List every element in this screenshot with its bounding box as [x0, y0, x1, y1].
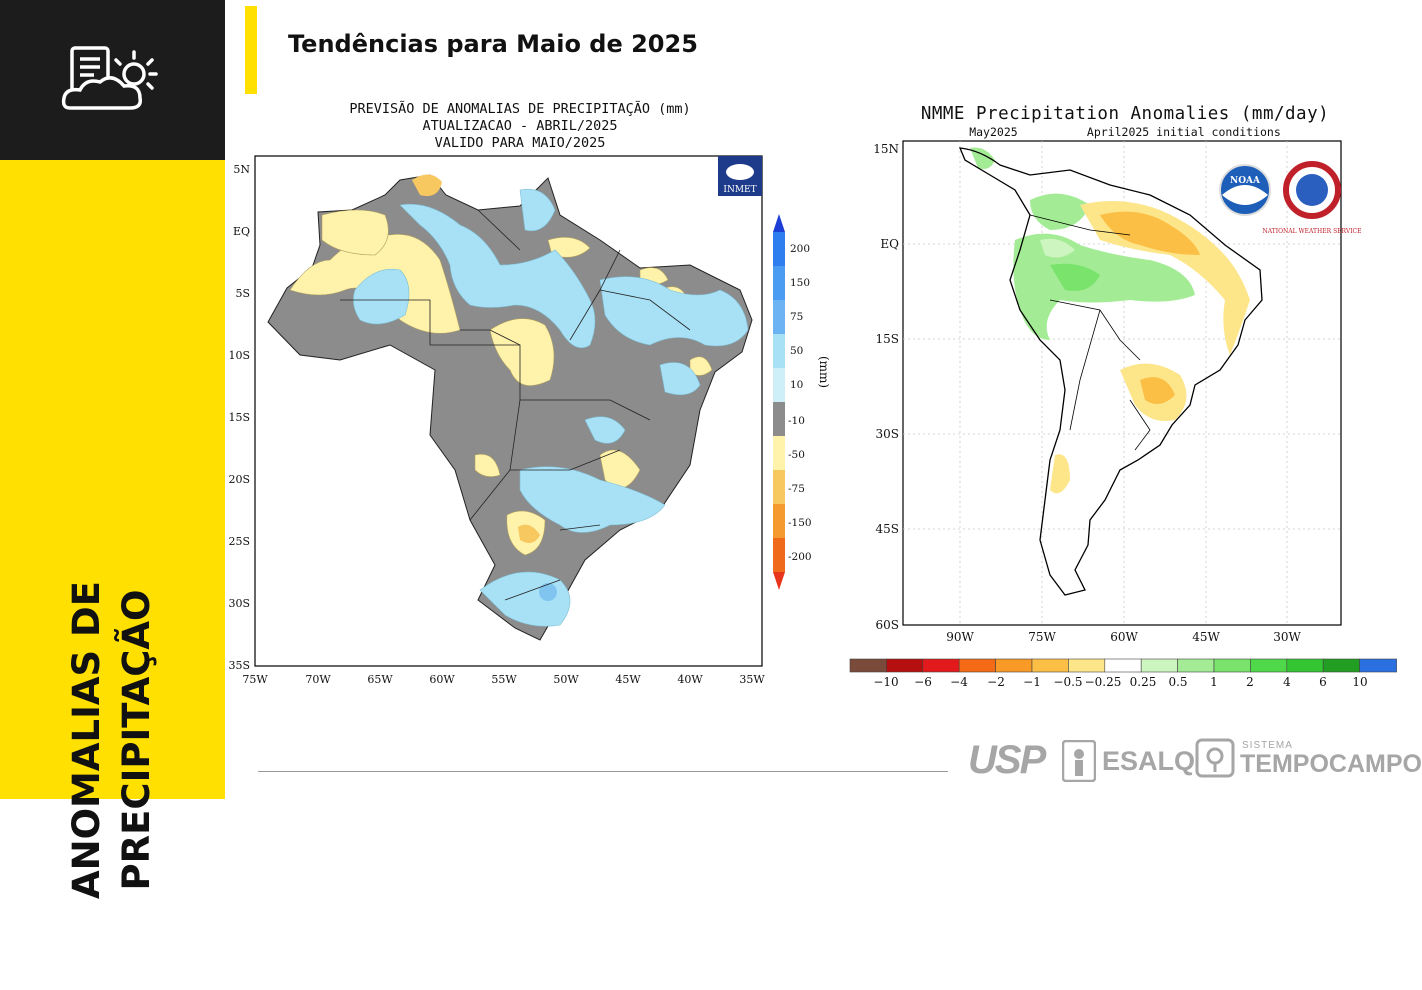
colorbar-label: 6 [1319, 675, 1327, 689]
title-accent-bar [245, 6, 257, 94]
colorbar-unit: (mm) [817, 356, 831, 388]
sidebar-title-panel: ANOMALIAS DE PRECIPITAÇÃO [0, 160, 225, 899]
sidebar-title-line-2: PRECIPITAÇÃO [115, 589, 158, 891]
lon-label: 65W [367, 673, 393, 686]
colorbar-label: 2 [1246, 675, 1254, 689]
colorbar-label: 1 [1210, 675, 1218, 689]
lon-label: 60W [429, 673, 455, 686]
lon-label: 55W [491, 673, 517, 686]
right-map-subtitle-right: April2025 initial conditions [1086, 125, 1281, 139]
left-map-brazil: INMET 5N EQ 5S 10S 15S 20S 25S 30S 35S 7… [228, 155, 831, 686]
colorbar-label: -75 [788, 483, 805, 495]
lat-label: EQ [233, 225, 250, 238]
colorbar-label: 0.25 [1130, 675, 1157, 689]
noaa-logo-text: NOAA [1230, 176, 1261, 186]
colorbar-label: −6 [914, 675, 932, 689]
inmet-logo-text: INMET [723, 185, 756, 195]
lon-label: 45W [1192, 630, 1220, 644]
sidebar-icon-panel [0, 0, 225, 160]
colorbar-label: 50 [790, 345, 803, 357]
lat-label: 5S [235, 287, 250, 300]
colorbar-label: −2 [987, 675, 1005, 689]
colorbar-label: 0.5 [1168, 675, 1187, 689]
left-map-title-line-2: ATUALIZACAO - ABRIL/2025 [422, 118, 618, 134]
left-colorbar: 200 150 75 50 10 -10 -50 -75 -150 -200 (… [773, 214, 831, 590]
page-title: Tendências para Maio de 2025 [288, 30, 698, 58]
right-map-title-text: NMME Precipitation Anomalies (mm/day) [920, 104, 1330, 124]
esalq-crest-icon [1062, 740, 1096, 782]
nws-logo-text: NATIONAL WEATHER SERVICE [1262, 228, 1361, 235]
lat-label: 20S [228, 473, 250, 486]
esalq-logo: ESALQ [1102, 746, 1196, 776]
right-map-subtitle: May2025 April2025 initial conditions [890, 125, 1360, 139]
sidebar-title-line-1: ANOMALIAS DE [65, 581, 108, 900]
left-map-title-line-3: VALIDO PARA MAIO/2025 [434, 135, 606, 151]
lat-label: 15S [876, 332, 900, 346]
lat-label: 25S [228, 535, 250, 548]
lat-label: 5N [233, 163, 250, 176]
sidebar-title: ANOMALIAS DE PRECIPITAÇÃO [62, 490, 162, 990]
right-map-south-america: NOAA NATIONAL WEATHER SERVICE 15N EQ 15S… [849, 140, 1397, 689]
left-map-title: PREVISÃO DE ANOMALIAS DE PRECIPITAÇÃO (m… [300, 101, 740, 152]
colorbar-label: -200 [788, 551, 812, 563]
usp-logo: USP [968, 738, 1046, 782]
lat-label: 30S [228, 597, 250, 610]
tempocampo-logo: TEMPOCAMPO [1240, 750, 1422, 778]
lon-label: 45W [615, 673, 641, 686]
colorbar-label: -50 [788, 449, 805, 461]
footer-divider [258, 771, 948, 772]
colorbar-label: 10 [1352, 675, 1367, 689]
lat-label: 15S [228, 411, 250, 424]
tempocampo-icon [1195, 738, 1235, 778]
colorbar-label: −0.25 [1085, 675, 1122, 689]
lat-label: EQ [880, 237, 899, 251]
lon-label: 75W [1028, 630, 1056, 644]
sistema-label: SISTEMA [1242, 740, 1293, 751]
lon-label: 75W [242, 673, 268, 686]
colorbar-label: −0.5 [1053, 675, 1082, 689]
colorbar-label: -10 [788, 415, 805, 427]
colorbar-label: −4 [950, 675, 968, 689]
colorbar-label: 10 [790, 379, 803, 391]
south-america-outline [958, 147, 1263, 596]
lon-label: 50W [553, 673, 579, 686]
right-map-subtitle-left: May2025 [969, 125, 1018, 139]
lat-label: 35S [228, 659, 250, 672]
lon-label: 35W [739, 673, 765, 686]
colorbar-label: 200 [790, 243, 810, 255]
lon-label: 90W [946, 630, 974, 644]
colorbar-label: -150 [788, 517, 812, 529]
lon-label: 70W [305, 673, 331, 686]
lat-label: 60S [876, 618, 900, 632]
lat-label: 45S [876, 522, 900, 536]
lon-label: 60W [1110, 630, 1138, 644]
right-colorbar [849, 658, 1397, 673]
lon-label: 30W [1273, 630, 1301, 644]
lon-label: 40W [677, 673, 703, 686]
colorbar-label: −10 [873, 675, 898, 689]
weather-report-icon [61, 46, 158, 110]
colorbar-label: 150 [790, 277, 810, 289]
right-map-title: NMME Precipitation Anomalies (mm/day) Ma… [890, 104, 1360, 139]
colorbar-label: 75 [790, 311, 803, 323]
lat-label: 30S [876, 427, 900, 441]
colorbar-label: −1 [1023, 675, 1041, 689]
colorbar-label: 4 [1283, 675, 1291, 689]
left-map-title-line-1: PREVISÃO DE ANOMALIAS DE PRECIPITAÇÃO (m… [349, 101, 691, 117]
lat-label: 10S [228, 349, 250, 362]
lat-label: 15N [873, 142, 899, 156]
